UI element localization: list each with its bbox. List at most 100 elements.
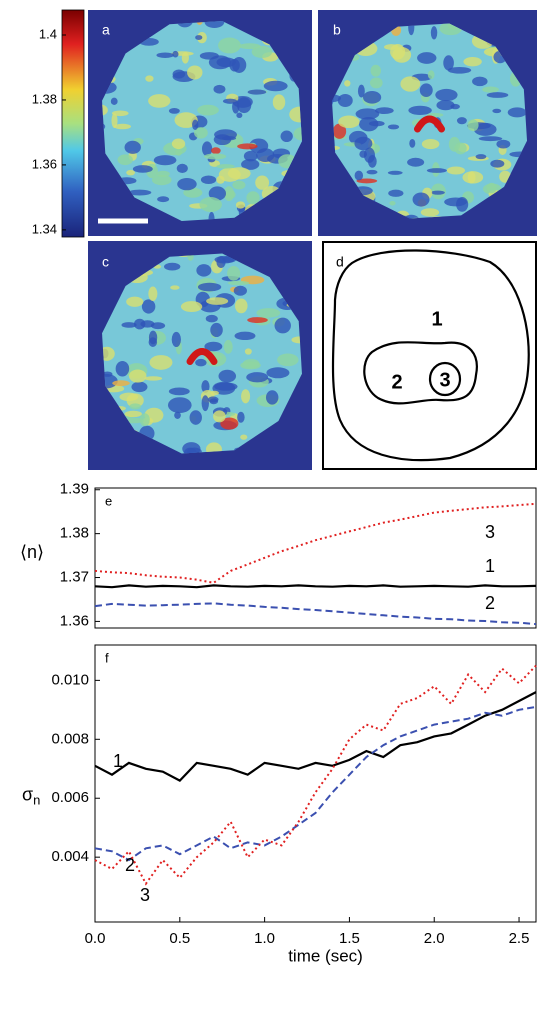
speckle	[338, 94, 353, 107]
speckle	[487, 183, 497, 194]
x-tick-label: 2.5	[509, 930, 530, 947]
speckle	[482, 86, 499, 92]
speckle	[156, 52, 174, 58]
speckle	[371, 65, 381, 77]
panel-letter: b	[333, 22, 341, 38]
speckle	[447, 166, 465, 174]
speckle	[145, 75, 153, 81]
speckle	[170, 285, 179, 289]
y-tick-label: 0.006	[51, 789, 89, 806]
speckle	[195, 359, 206, 366]
panel-letter: c	[102, 254, 109, 270]
speckle	[413, 192, 430, 206]
speckle	[156, 171, 170, 177]
speckle	[172, 138, 185, 149]
series-line	[95, 585, 536, 587]
speckle	[114, 124, 131, 130]
speckle	[211, 147, 221, 154]
speckle	[256, 308, 280, 318]
speckle	[246, 372, 268, 382]
speckle	[190, 410, 202, 425]
speckle	[359, 117, 378, 131]
speckle	[407, 158, 424, 167]
speckle	[496, 140, 510, 149]
speckle	[125, 141, 141, 154]
speckle	[450, 104, 459, 109]
speckle	[454, 142, 466, 154]
panel-letter: d	[336, 254, 344, 270]
speckle	[472, 77, 487, 86]
speckle	[232, 181, 245, 190]
speckle	[370, 77, 383, 88]
speckle	[467, 119, 478, 131]
speckle	[235, 299, 248, 314]
speckle	[388, 171, 403, 175]
speckle	[169, 388, 190, 396]
speckle	[463, 57, 481, 66]
speckle	[144, 376, 162, 380]
speckle	[131, 382, 147, 392]
speckle	[172, 332, 181, 347]
y-axis-label-symbol: σ	[22, 784, 33, 804]
y-tick-label: 1.38	[60, 525, 89, 542]
region-label: 2	[391, 371, 402, 393]
speckle	[457, 117, 467, 124]
panel-letter: a	[102, 22, 110, 38]
speckle	[111, 98, 118, 105]
speckle	[422, 139, 440, 149]
speckle	[177, 164, 188, 173]
y-tick-label: 1.39	[60, 481, 89, 498]
y-tick-label: 0.004	[51, 848, 89, 865]
speckle	[154, 155, 177, 165]
speckle	[256, 148, 274, 162]
speckle	[239, 43, 261, 49]
speckle	[112, 380, 129, 386]
speckle	[420, 83, 433, 97]
region-label: 1	[431, 308, 442, 330]
speckle	[182, 52, 189, 64]
speckle	[142, 299, 155, 313]
speckle	[241, 389, 250, 403]
series-line	[95, 504, 536, 583]
speckle	[116, 361, 130, 377]
speckle	[149, 337, 157, 347]
x-axis-label: time (sec)	[288, 946, 363, 965]
speckle	[344, 80, 350, 87]
y-tick-label: 1.36	[60, 612, 89, 629]
series-line	[95, 666, 536, 884]
speckle	[198, 283, 221, 292]
speckle	[277, 354, 299, 367]
speckle	[508, 107, 527, 117]
speckle	[126, 297, 143, 307]
speckle	[192, 120, 198, 131]
speckle	[400, 76, 420, 91]
speckle	[164, 263, 180, 271]
speckle	[222, 136, 236, 140]
speckle	[187, 65, 202, 79]
speckle	[229, 59, 239, 72]
colorbar-tick-label: 1.36	[32, 156, 57, 171]
speckle	[195, 35, 202, 40]
speckle	[479, 136, 503, 141]
speckle	[148, 94, 170, 108]
speckle	[173, 70, 186, 79]
series-label: 3	[140, 885, 150, 905]
series-line	[95, 603, 536, 624]
speckle	[133, 165, 153, 173]
speckle	[421, 208, 439, 216]
series-line	[95, 707, 536, 860]
speckle	[476, 154, 487, 159]
speckle	[181, 301, 202, 312]
speckle	[375, 107, 394, 114]
speckle	[213, 410, 226, 422]
x-tick-label: 1.5	[339, 930, 360, 947]
speckle	[240, 434, 247, 439]
speckle	[235, 332, 256, 340]
y-axis-label: σn	[22, 784, 40, 808]
panel-letter: f	[105, 650, 109, 665]
speckle	[266, 390, 278, 404]
speckle	[456, 197, 468, 212]
speckle	[169, 108, 180, 114]
x-tick-label: 1.0	[254, 930, 275, 947]
speckle	[245, 348, 252, 354]
